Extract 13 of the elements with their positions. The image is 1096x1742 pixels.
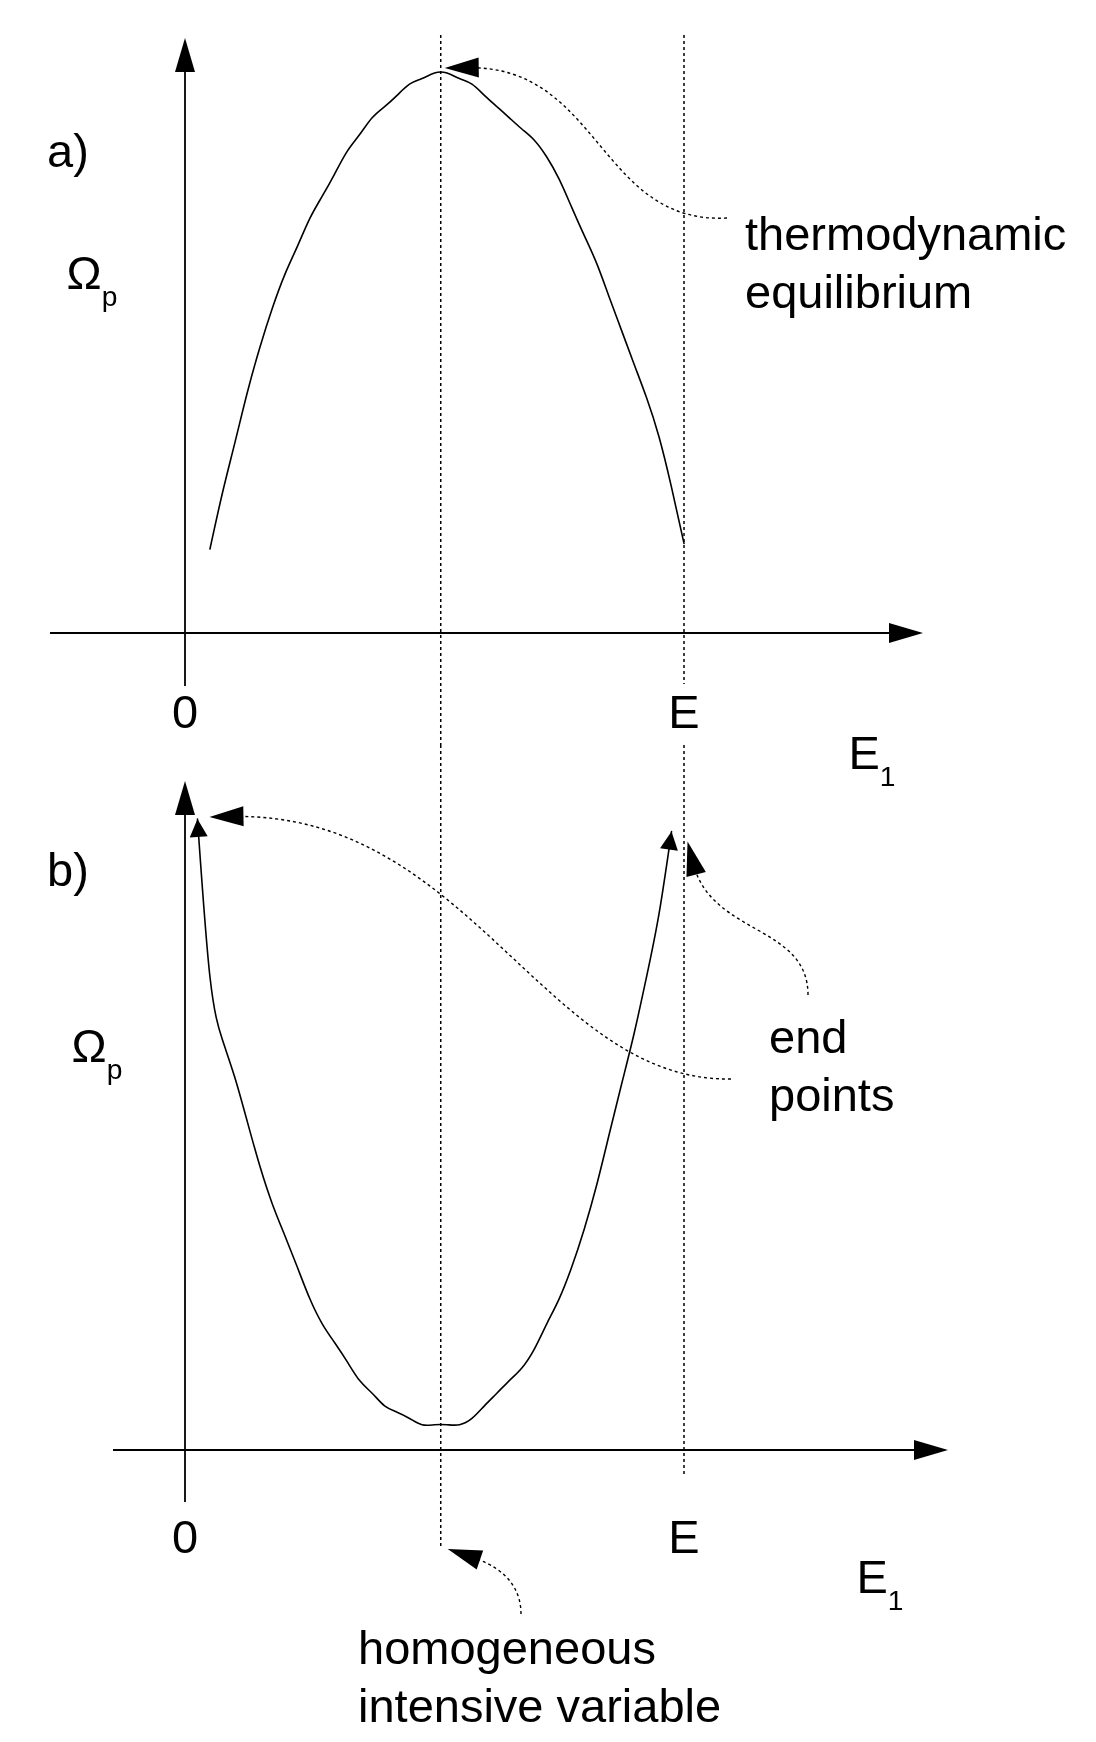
x-tick-label: 0: [171, 1509, 199, 1563]
y-axis-title: Ω$_{p}$: [66, 245, 118, 312]
text: a): [47, 123, 89, 177]
x-tick-label: 0: [171, 684, 199, 738]
text: b): [47, 842, 89, 896]
text: thermodynamic equilibrium: [745, 206, 1067, 318]
text: homogeneous intensive variable: [358, 1620, 722, 1732]
x-tick-label: E: [668, 684, 700, 738]
x-axis-title: E$_{1}$: [856, 1549, 904, 1616]
text: end points: [769, 1009, 895, 1121]
y-axis-title: Ω$_{p}$: [71, 1018, 123, 1085]
x-tick-label: E: [668, 1509, 700, 1563]
x-axis-title: E$_{1}$: [848, 725, 896, 792]
